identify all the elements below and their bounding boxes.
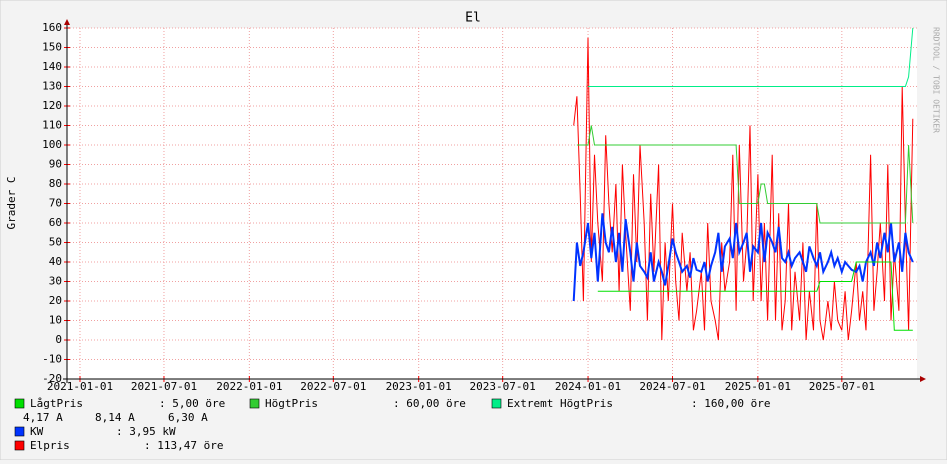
y-tick-label: 50: [49, 236, 62, 249]
watermark: RRDTOOL / TOBI OETIKER: [932, 27, 941, 133]
legend-value: : 5,00 öre: [159, 397, 225, 410]
legend-value: : 160,00 öre: [691, 397, 770, 410]
y-tick-label: 110: [42, 119, 62, 132]
chart-title: El: [465, 11, 481, 26]
x-tick-label: 2022-01-01: [216, 380, 282, 393]
x-axis-arrow: [920, 376, 926, 382]
y-tick-label: 80: [49, 177, 62, 190]
x-tick-label: 2025-01-01: [725, 380, 791, 393]
legend-label: HögtPris: [265, 397, 318, 410]
legend: LågtPris : 5,00 öre HögtPris : 60,00 öre Ext…: [14, 397, 770, 452]
x-tick-label: 2021-07-01: [131, 380, 197, 393]
x-tick-label: 2022-07-01: [300, 380, 366, 393]
legend-swatch: [249, 398, 260, 409]
y-tick-label: 130: [42, 80, 62, 93]
legend-amperes: 4,17 A: [23, 411, 63, 424]
y-tick-label: 60: [49, 216, 62, 229]
y-axis-label: Grader C: [5, 177, 18, 230]
legend-value: : 3,95 kW: [116, 425, 176, 438]
legend-value: : 113,47 öre: [144, 439, 223, 452]
x-tick-label: 2024-01-01: [555, 380, 621, 393]
legend-swatch: [491, 398, 502, 409]
y-tick-label: 0: [55, 333, 62, 346]
series-line: [572, 213, 914, 302]
x-tick-label: 2024-07-01: [639, 380, 705, 393]
series-line: [588, 27, 914, 87]
series-line: [576, 125, 914, 224]
y-tick-label: 30: [49, 275, 62, 288]
x-tick-label: 2021-01-01: [47, 380, 113, 393]
legend-amperes: 8,14 A: [95, 411, 135, 424]
y-tick-label: 20: [49, 294, 62, 307]
legend-value: : 60,00 öre: [393, 397, 466, 410]
legend-label: LågtPris: [30, 397, 83, 410]
y-tick-label: 160: [42, 21, 62, 34]
legend-amperes: 6,30 A: [168, 411, 208, 424]
y-tick-label: -10: [42, 353, 62, 366]
legend-swatch: [14, 440, 25, 451]
legend-label: KW: [30, 425, 44, 438]
x-tick-label: 2025-07-01: [809, 380, 875, 393]
y-tick-label: 120: [42, 99, 62, 112]
y-tick-label: 150: [42, 41, 62, 54]
series-line: [597, 261, 913, 331]
x-tick-label: 2023-07-01: [470, 380, 536, 393]
y-tick-label: 140: [42, 60, 62, 73]
x-tick-label: 2023-01-01: [386, 380, 452, 393]
y-tick-label: 90: [49, 158, 62, 171]
y-tick-label: 10: [49, 314, 62, 327]
y-tick-label: 100: [42, 138, 62, 151]
y-tick-label: 40: [49, 255, 62, 268]
legend-label: Elpris: [30, 439, 70, 452]
y-tick-label: -20: [42, 372, 62, 385]
legend-swatch: [14, 398, 25, 409]
y-axis-arrow: [64, 19, 70, 25]
y-tick-label: 70: [49, 197, 62, 210]
legend-label: Extremt HögtPris: [507, 397, 613, 410]
legend-swatch: [14, 426, 25, 437]
lines: [572, 27, 914, 341]
